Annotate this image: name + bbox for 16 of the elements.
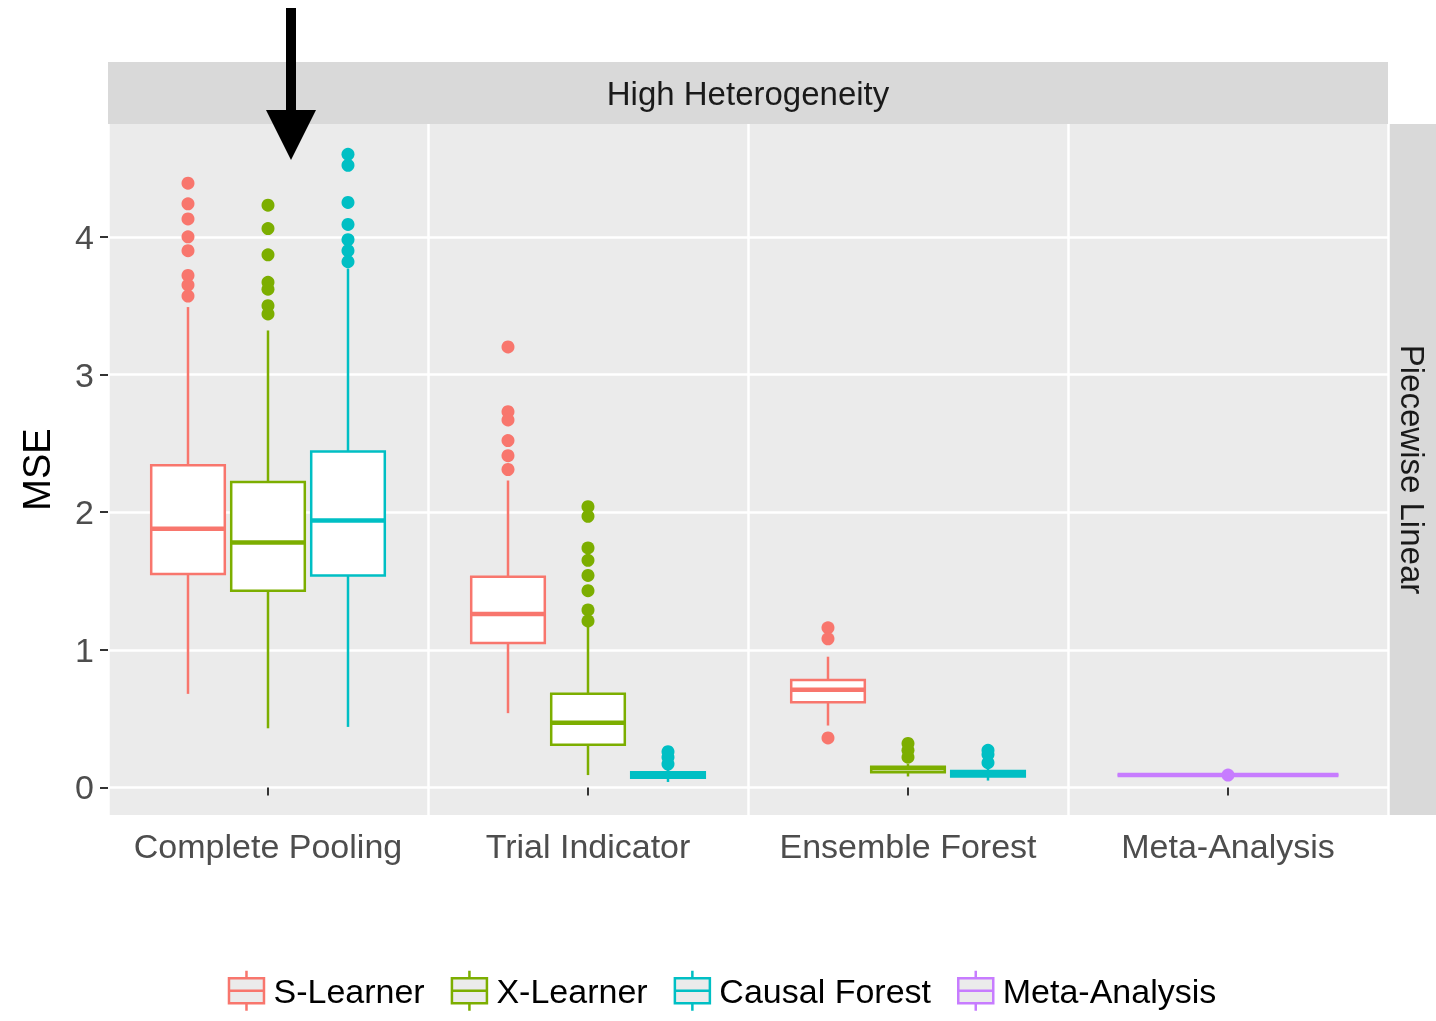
y-tick-label: 2 — [75, 493, 94, 532]
y-tick-label: 0 — [75, 768, 94, 807]
legend-label: S-Learner — [273, 971, 425, 1010]
legend-label: Causal Forest — [719, 971, 932, 1010]
chart-title: High Heterogeneity — [606, 74, 890, 112]
x-tick-label: Ensemble Forest — [779, 827, 1038, 865]
x-tick-label: Meta-Analysis — [1121, 827, 1335, 865]
x-tick-label: Complete Pooling — [133, 827, 403, 865]
x-tick-label: Trial Indicator — [485, 827, 691, 865]
legend-label: X-Learner — [496, 971, 648, 1010]
text: Piecewise Linear — [1393, 344, 1431, 595]
y-axis-title: MSE — [16, 428, 58, 511]
y-tick-label: 4 — [75, 217, 94, 256]
y-tick-label: 3 — [75, 355, 94, 394]
y-tick-label: 1 — [75, 630, 94, 669]
legend-label: Meta-Analysis — [1002, 971, 1217, 1010]
